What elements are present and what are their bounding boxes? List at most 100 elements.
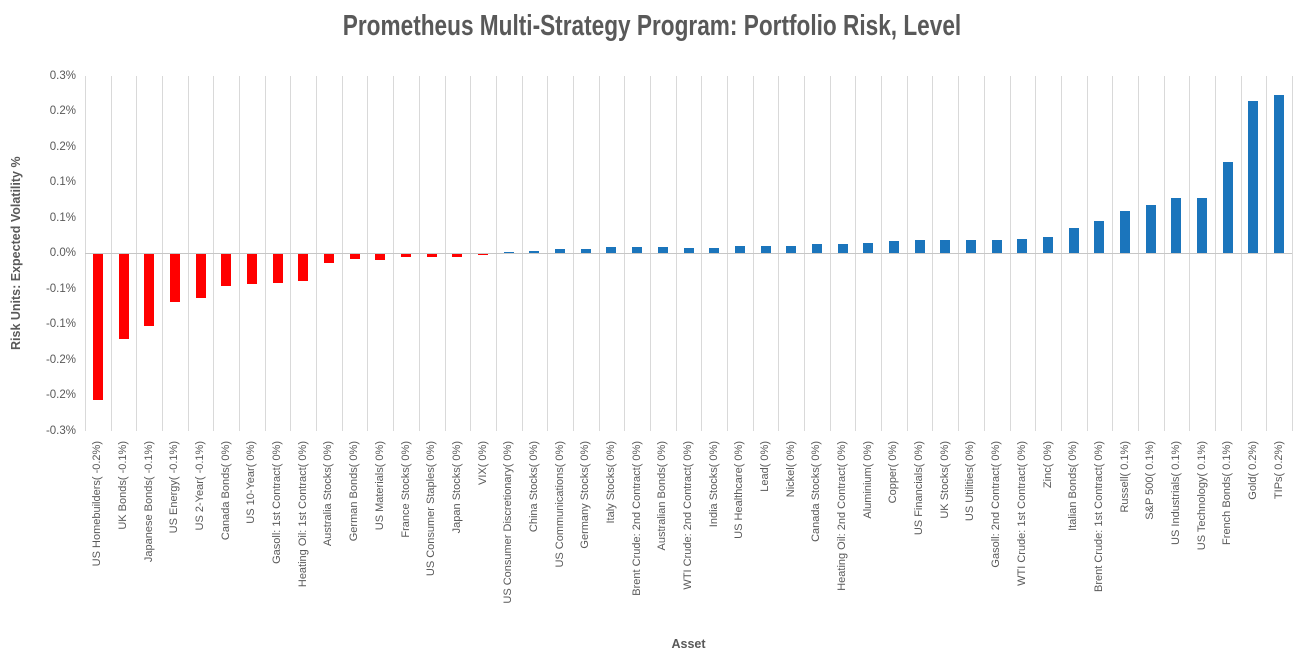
- y-tick-label: 0.3%: [49, 70, 76, 82]
- x-category-label: China Stocks( 0%): [527, 440, 540, 532]
- v-gridline: [1292, 76, 1293, 431]
- bar: [632, 247, 643, 254]
- bar: [580, 248, 591, 254]
- bar: [195, 254, 206, 299]
- y-tick-label: -0.2%: [45, 353, 76, 366]
- bar: [940, 239, 951, 254]
- x-category-label: US Consumer Discretionary( 0%): [502, 440, 515, 604]
- bar: [709, 247, 720, 254]
- bar: [760, 245, 771, 254]
- bar: [1017, 239, 1028, 254]
- bar: [863, 242, 874, 254]
- bar: [683, 247, 694, 254]
- x-category-label: VIX( 0%): [476, 440, 489, 485]
- x-category-label: Gasoll: 1st Contract( 0%): [271, 440, 284, 564]
- bar: [426, 254, 437, 258]
- x-category-label: Italy Stocks( 0%): [604, 440, 617, 524]
- bar: [169, 254, 180, 302]
- bar: [1094, 221, 1105, 254]
- x-category-label: German Bonds( 0%): [348, 440, 361, 541]
- bar: [349, 254, 360, 260]
- y-tick-label: 0.1%: [49, 176, 76, 189]
- x-category-label: US Materials( 0%): [373, 440, 386, 530]
- y-tick-label: -0.1%: [45, 282, 76, 295]
- x-category-label: Brent Crude: 2nd Contract( 0%): [630, 440, 643, 596]
- x-category-label: TIPs( 0.2%): [1272, 440, 1285, 499]
- bar: [734, 245, 745, 254]
- bar: [1043, 236, 1054, 254]
- x-category-label: Heating Oil: 2nd Contract( 0%): [836, 440, 849, 591]
- bar: [375, 254, 386, 260]
- bar: [298, 254, 309, 281]
- bar: [144, 254, 155, 327]
- bar: [888, 241, 899, 254]
- bar: [246, 254, 257, 284]
- x-category-label: S&P 500( 0.1%): [1144, 440, 1157, 520]
- bar: [272, 254, 283, 284]
- bar: [786, 246, 797, 254]
- x-category-label: Australia Stocks( 0%): [322, 440, 335, 546]
- x-category-label: US Communications( 0%): [553, 440, 566, 568]
- y-tick-label: 0.1%: [49, 211, 76, 224]
- bar: [1145, 204, 1156, 254]
- x-category-label: US Industrials( 0.1%): [1169, 440, 1182, 545]
- y-tick-label: -0.2%: [45, 389, 76, 402]
- x-category-label: US Consumer Staples( 0%): [425, 440, 438, 576]
- x-category-label: Japanese Bonds( -0.1%): [142, 440, 155, 562]
- x-category-label: Gasoll: 2nd Contract( 0%): [990, 440, 1003, 568]
- zero-axis-line: [85, 253, 1292, 254]
- x-category-label: WTI Crude: 2nd Contract( 0%): [682, 440, 694, 590]
- bar: [991, 240, 1002, 254]
- x-category-label: US 2-Year( -0.1%): [194, 440, 207, 531]
- x-category-label: US Homebuilders( -0.2%): [91, 440, 104, 566]
- bar: [1274, 94, 1285, 254]
- x-category-label: Brent Crude: 1st Contract( 0%): [1092, 440, 1105, 592]
- x-category-label: Japan Stocks( 0%): [450, 440, 463, 533]
- x-category-label: Canada Bonds( 0%): [219, 440, 232, 540]
- x-category-label: Australian Bonds( 0%): [656, 440, 669, 551]
- x-category-label: UK Stocks( 0%): [938, 440, 951, 519]
- bar: [1248, 100, 1259, 254]
- bar: [478, 254, 489, 256]
- bar: [323, 254, 334, 264]
- x-category-label: Germany Stocks( 0%): [579, 440, 592, 549]
- x-category-label: Gold( 0.2%): [1246, 440, 1259, 500]
- x-category-label: French Bonds( 0.1%): [1221, 440, 1234, 545]
- bar: [1222, 162, 1233, 254]
- bar: [811, 244, 822, 254]
- bar: [914, 239, 925, 254]
- bar: [837, 243, 848, 254]
- y-tick-label: 0.2%: [49, 140, 76, 153]
- bar: [555, 248, 566, 254]
- x-category-label: Lead( 0%): [759, 440, 772, 492]
- x-category-label: Russell( 0.1%): [1118, 440, 1131, 513]
- bar: [529, 250, 540, 254]
- x-category-label: US Financials( 0%): [913, 440, 926, 535]
- bar: [965, 240, 976, 254]
- bar: [452, 254, 463, 258]
- y-tick-label: 0.0%: [49, 247, 76, 260]
- bar: [1171, 198, 1182, 254]
- x-category-label: US Utilities( 0%): [964, 440, 977, 521]
- x-category-label: US Healthcare( 0%): [733, 440, 746, 539]
- x-category-label: WTI Crude: 1st Contract( 0%): [1015, 440, 1028, 586]
- x-category-label: UK Bonds( -0.1%): [117, 440, 130, 530]
- x-category-label: US Technology( 0.1%): [1195, 440, 1208, 550]
- bar: [118, 254, 129, 339]
- x-axis-title: Asset: [671, 637, 706, 651]
- bar: [503, 252, 514, 254]
- x-category-label: Canada Stocks( 0%): [810, 440, 823, 542]
- y-tick-label: 0.2%: [49, 105, 76, 118]
- x-category-label: Italian Bonds( 0%): [1067, 440, 1080, 531]
- x-category-label: Copper( 0%): [887, 440, 900, 503]
- x-category-label: US Energy( -0.1%): [168, 440, 181, 533]
- bar: [401, 254, 411, 258]
- x-category-label: Aluminium( 0%): [861, 440, 874, 519]
- bar: [606, 247, 617, 254]
- y-tick-label: -0.3%: [45, 424, 76, 437]
- y-tick-label: -0.1%: [45, 318, 76, 331]
- x-category-label: Nickel( 0%): [784, 440, 797, 497]
- x-category-label: US 10-Year( 0%): [245, 440, 258, 524]
- bar: [1197, 198, 1208, 254]
